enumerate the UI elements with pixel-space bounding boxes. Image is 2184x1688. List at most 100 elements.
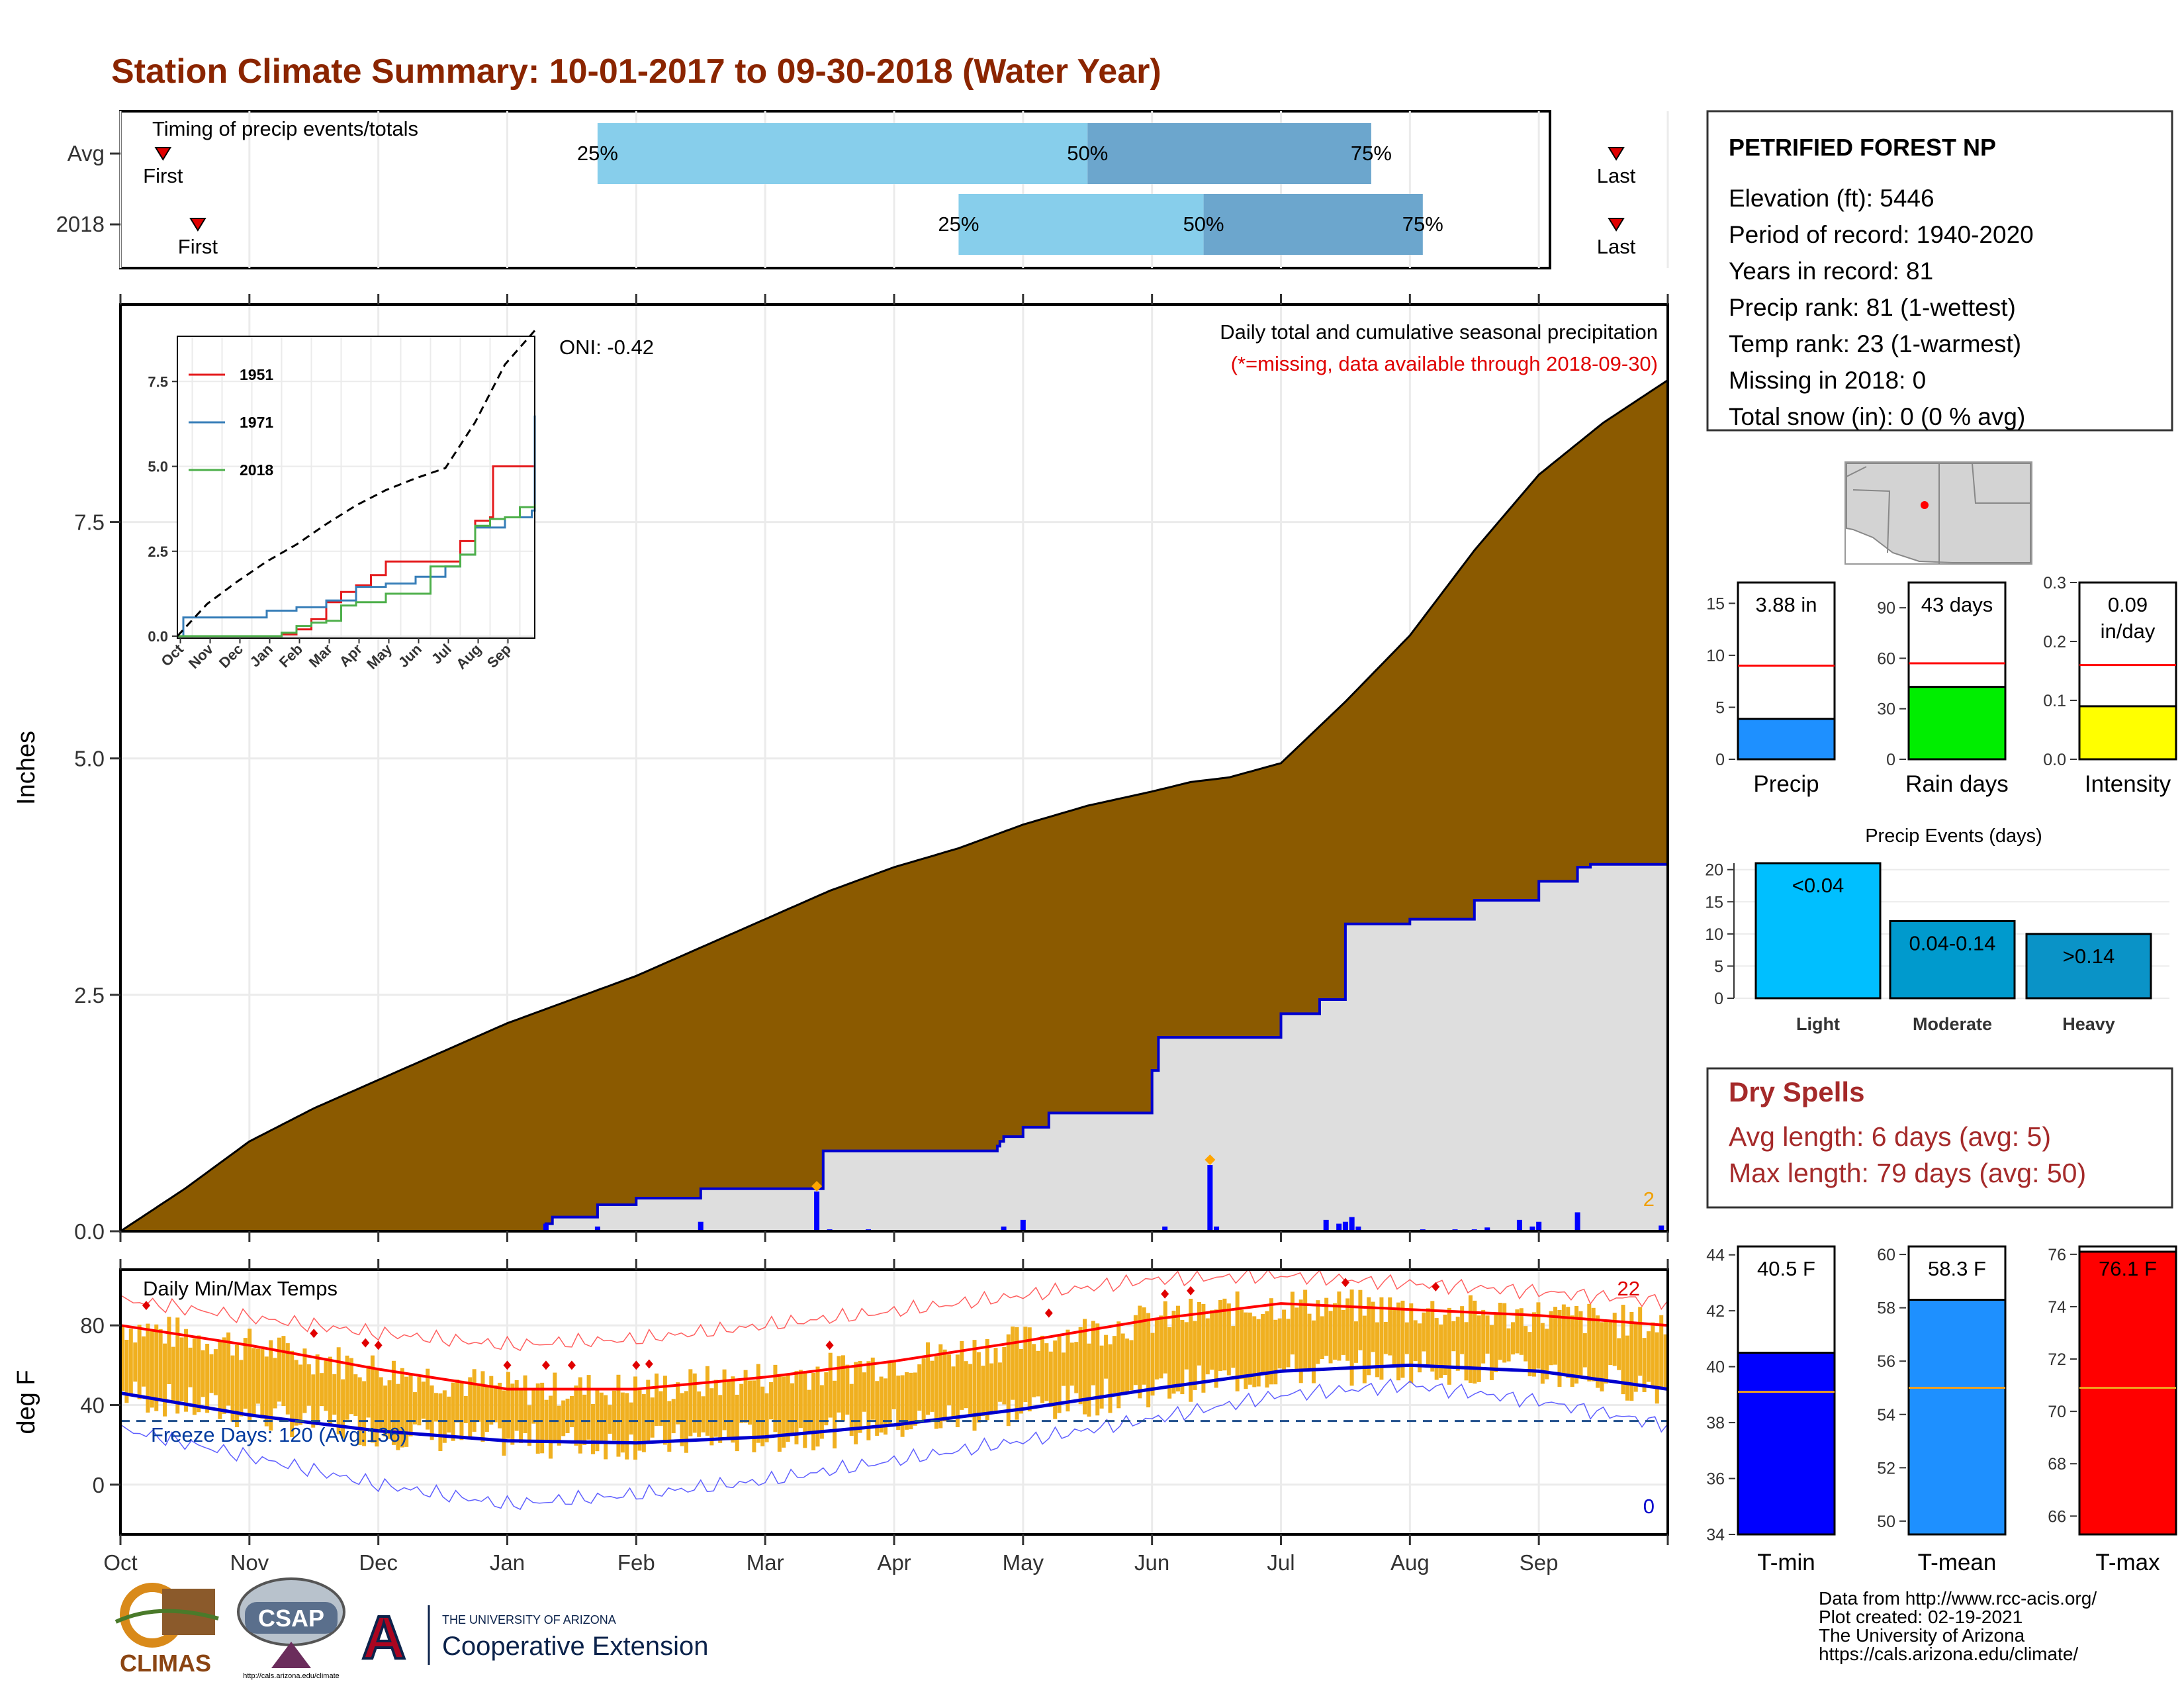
- daily-temp-bar: [582, 1394, 587, 1445]
- daily-temp-bar: [1468, 1295, 1473, 1383]
- daily-temp-bar: [599, 1392, 604, 1442]
- daily-temp-bar: [709, 1388, 714, 1446]
- daily-temp-bar: [1154, 1319, 1159, 1380]
- daily-temp-bar: [629, 1402, 633, 1435]
- timing-bar-q1: [597, 123, 1088, 184]
- daily-temp-bar: [1561, 1304, 1566, 1374]
- cmp-y-tick-label: 50: [1877, 1513, 1895, 1531]
- daily-temp-bar: [1023, 1327, 1028, 1403]
- daily-temp-bar: [1282, 1309, 1287, 1371]
- temp-panel-title: Daily Min/Max Temps: [143, 1277, 338, 1300]
- csap-logo-badge: [245, 1602, 338, 1634]
- daily-temp-bar: [1485, 1315, 1490, 1354]
- temp-lines: [120, 1268, 1668, 1511]
- cmp-y-tick-label: 0.2: [2043, 633, 2066, 651]
- daily-temp-bar: [1617, 1338, 1621, 1370]
- daily-temp-bar: [1536, 1302, 1541, 1369]
- daily-temp-bar: [192, 1338, 197, 1415]
- daily-temp-bar: [251, 1348, 256, 1416]
- daily-temp-bar: [1396, 1302, 1401, 1381]
- timing-row-label-2018: 2018: [56, 212, 105, 236]
- daily-temp-bar: [1269, 1298, 1273, 1385]
- climas-logo-swoosh: [114, 1609, 219, 1624]
- daily-temp-bar: [540, 1382, 545, 1454]
- month-label: Feb: [617, 1550, 655, 1575]
- last-event-label: Last: [1597, 164, 1636, 187]
- record-high-marker: [503, 1360, 512, 1370]
- cmp-y-tick-label: 56: [1877, 1352, 1895, 1371]
- record-high-marker: [142, 1301, 150, 1311]
- daily-temp-bar: [1189, 1298, 1193, 1402]
- daily-temp-bar: [1146, 1313, 1151, 1408]
- daily-temp-bar: [637, 1387, 642, 1451]
- daily-temp-bar: [120, 1325, 124, 1391]
- station-line-snow: Total snow (in): 0 (0 % avg): [1729, 403, 2025, 430]
- daily-temp-bar: [586, 1375, 591, 1440]
- timing-label-75: 75%: [1351, 142, 1392, 165]
- daily-temp-bar: [1553, 1307, 1558, 1365]
- daily-temp-bar: [1439, 1324, 1443, 1378]
- daily-temp-bar: [790, 1383, 795, 1434]
- daily-temp-bar: [731, 1376, 735, 1443]
- daily-temp-bar: [188, 1347, 193, 1387]
- daily-temp-bar: [387, 1380, 392, 1439]
- cmp-value-label: 40.5 F: [1757, 1257, 1815, 1280]
- daily-temp-bar: [815, 1366, 820, 1447]
- cmp-y-tick-label: 52: [1877, 1459, 1895, 1477]
- daily-temp-bar: [498, 1382, 502, 1429]
- daily-temp-bar: [1138, 1305, 1142, 1399]
- daily-temp-bar: [400, 1368, 404, 1448]
- daily-temp-bar: [239, 1360, 244, 1417]
- daily-temp-bar: [845, 1364, 850, 1415]
- daily-temp-bar: [591, 1403, 596, 1454]
- cmp-value-label: 76.1 F: [2099, 1257, 2157, 1280]
- daily-temp-bar: [1095, 1323, 1100, 1416]
- cmp-value-label: 0.09: [2108, 593, 2148, 616]
- daily-temp-bar: [1383, 1321, 1388, 1354]
- first-event-marker-icon: [154, 147, 172, 161]
- daily-temp-bar: [1053, 1340, 1058, 1419]
- daily-temp-bar: [1142, 1307, 1146, 1385]
- cmp-y-tick-label: 0.3: [2043, 574, 2066, 592]
- daily-temp-bar: [964, 1361, 968, 1409]
- daily-temp-bar: [1557, 1309, 1562, 1387]
- cmp-category-label: T-min: [1757, 1550, 1815, 1575]
- daily-temp-bar: [273, 1358, 277, 1409]
- cmp-category-label: Precip: [1753, 771, 1819, 797]
- daily-temp-bar: [197, 1335, 201, 1413]
- daily-precip-bar: [698, 1221, 704, 1231]
- obs-cumulative-line: [120, 863, 1668, 1233]
- daily-precip-bar: [543, 1223, 549, 1231]
- cmp-y-tick-label: 34: [1706, 1526, 1725, 1544]
- inset-legend-label: 1951: [240, 366, 273, 383]
- daily-temp-bar: [1324, 1297, 1329, 1356]
- temp-y-tick-label: 0: [93, 1473, 105, 1497]
- daily-temp-bar: [396, 1383, 400, 1450]
- daily-temp-bar: [1413, 1320, 1418, 1362]
- daily-temp-bar: [1477, 1315, 1481, 1382]
- daily-temp-bar: [438, 1393, 443, 1451]
- daily-precip-bar: [1323, 1219, 1329, 1231]
- daily-temp-bar: [1443, 1314, 1447, 1376]
- precip-events-chart: Precip Events (days) 05101520<0.04Light0…: [1705, 825, 2169, 1034]
- daily-temp-bar: [1316, 1300, 1320, 1364]
- daily-temp-bar: [442, 1390, 447, 1443]
- daily-temp-bar: [218, 1341, 222, 1419]
- cmp-y-tick-label: 44: [1706, 1246, 1725, 1265]
- daily-temp-bar: [531, 1390, 536, 1424]
- precip-x-ticks: [119, 294, 1669, 1242]
- station-location-marker: [1921, 501, 1929, 509]
- station-name: PETRIFIED FOREST NP: [1729, 134, 1996, 161]
- daily-temp-bar: [1032, 1344, 1036, 1397]
- csap-logo: CSAP http://cals.arizona.edu/climate: [237, 1577, 345, 1680]
- cmp-y-tick-label: 15: [1706, 594, 1725, 613]
- daily-temp-bar: [222, 1337, 226, 1414]
- daily-temp-bar: [718, 1395, 723, 1443]
- inset-y-tick-label: 5.0: [148, 459, 168, 475]
- daily-temp-bar: [463, 1395, 468, 1423]
- inset-frame-top: [177, 336, 535, 639]
- inset-avg-line: [176, 330, 536, 637]
- daily-temp-bar: [1120, 1333, 1125, 1395]
- daily-temp-bar: [713, 1380, 718, 1437]
